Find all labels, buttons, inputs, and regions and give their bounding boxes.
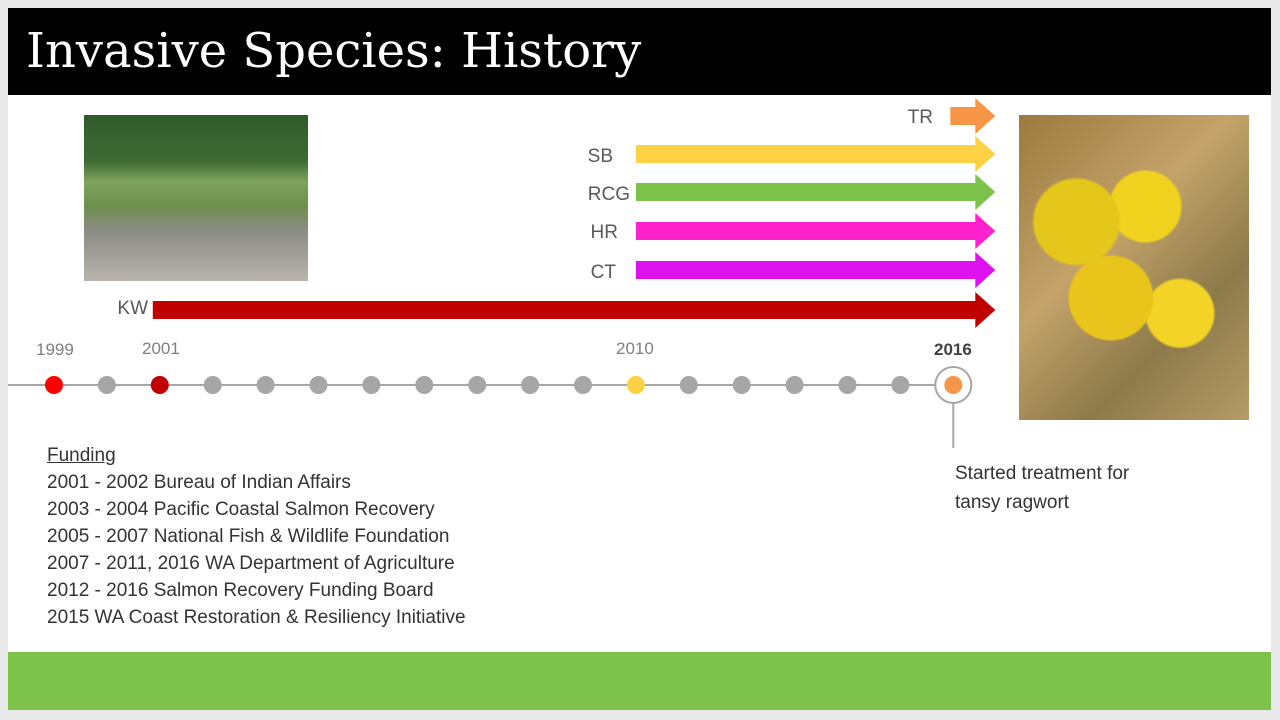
timeline-dot-2004 bbox=[309, 376, 328, 394]
timeline-dot-2003 bbox=[256, 376, 275, 394]
arrow-kw bbox=[152, 292, 996, 328]
funding-line: 2005 - 2007 National Fish & Wildlife Fou… bbox=[47, 526, 450, 547]
timeline-dot-2006 bbox=[415, 376, 434, 394]
timeline-dot-2000 bbox=[97, 376, 116, 394]
slide: Invasive Species: History TR SB RCG HR C… bbox=[8, 8, 1271, 710]
arrow-tr bbox=[950, 98, 996, 134]
tansy-annotation: Started treatment for tansy ragwort bbox=[955, 459, 1215, 517]
timeline-dot-2014 bbox=[838, 376, 857, 394]
year-label-2010: 2010 bbox=[616, 339, 654, 358]
river-survey-photo bbox=[84, 115, 308, 281]
timeline-dot-2015 bbox=[891, 376, 910, 394]
year-label-1999: 1999 bbox=[36, 340, 74, 359]
title-bar: Invasive Species: History bbox=[8, 8, 1271, 95]
arrow-hr bbox=[635, 213, 996, 249]
timeline-dot-2010 bbox=[626, 376, 645, 394]
funding-heading: Funding bbox=[47, 445, 116, 466]
funding-line: 2003 - 2004 Pacific Coastal Salmon Recov… bbox=[47, 499, 435, 520]
funding-line: 2012 - 2016 Salmon Recovery Funding Boar… bbox=[47, 580, 434, 601]
timeline-dot-2013 bbox=[785, 376, 804, 394]
timeline-dot-2011 bbox=[679, 376, 698, 394]
timeline-dot-2005 bbox=[362, 376, 381, 394]
arrow-label-kw: KW bbox=[117, 298, 148, 319]
tansy-ragwort-photo bbox=[1019, 115, 1249, 420]
timeline-dot-2002 bbox=[203, 376, 222, 394]
arrow-sb bbox=[635, 136, 996, 172]
arrow-ct bbox=[635, 252, 996, 288]
timeline-dot-2012 bbox=[732, 376, 751, 394]
arrow-label-rcg: RCG bbox=[587, 184, 630, 205]
annotation-line: tansy ragwort bbox=[955, 492, 1070, 513]
slide-title: Invasive Species: History bbox=[26, 23, 642, 79]
year-label-2001: 2001 bbox=[142, 339, 180, 358]
timeline-dot-2009 bbox=[574, 376, 592, 394]
arrow-label-hr: HR bbox=[590, 222, 618, 243]
funding-line: 2001 - 2002 Bureau of Indian Affairs bbox=[47, 472, 351, 493]
timeline-graphics bbox=[8, 98, 996, 448]
funding-line: 2007 - 2011, 2016 WA Department of Agric… bbox=[47, 553, 455, 574]
arrow-rcg bbox=[635, 174, 996, 210]
annotation-line: Started treatment for bbox=[955, 463, 1130, 484]
timeline-dot-1999 bbox=[45, 376, 63, 394]
timeline-dot-2007 bbox=[468, 376, 487, 394]
arrow-label-sb: SB bbox=[587, 146, 613, 167]
timeline-dot-2016 bbox=[944, 376, 963, 394]
funding-line: 2015 WA Coast Restoration & Resiliency I… bbox=[47, 607, 466, 628]
footer-bar bbox=[8, 652, 1271, 710]
arrow-label-ct: CT bbox=[590, 262, 616, 283]
arrow-label-tr: TR bbox=[907, 107, 933, 128]
timeline-dot-2008 bbox=[521, 376, 540, 394]
year-label-2016: 2016 bbox=[934, 340, 972, 359]
timeline-dot-2001 bbox=[150, 376, 169, 394]
funding-list: Funding 2001 - 2002 Bureau of Indian Aff… bbox=[47, 442, 466, 631]
